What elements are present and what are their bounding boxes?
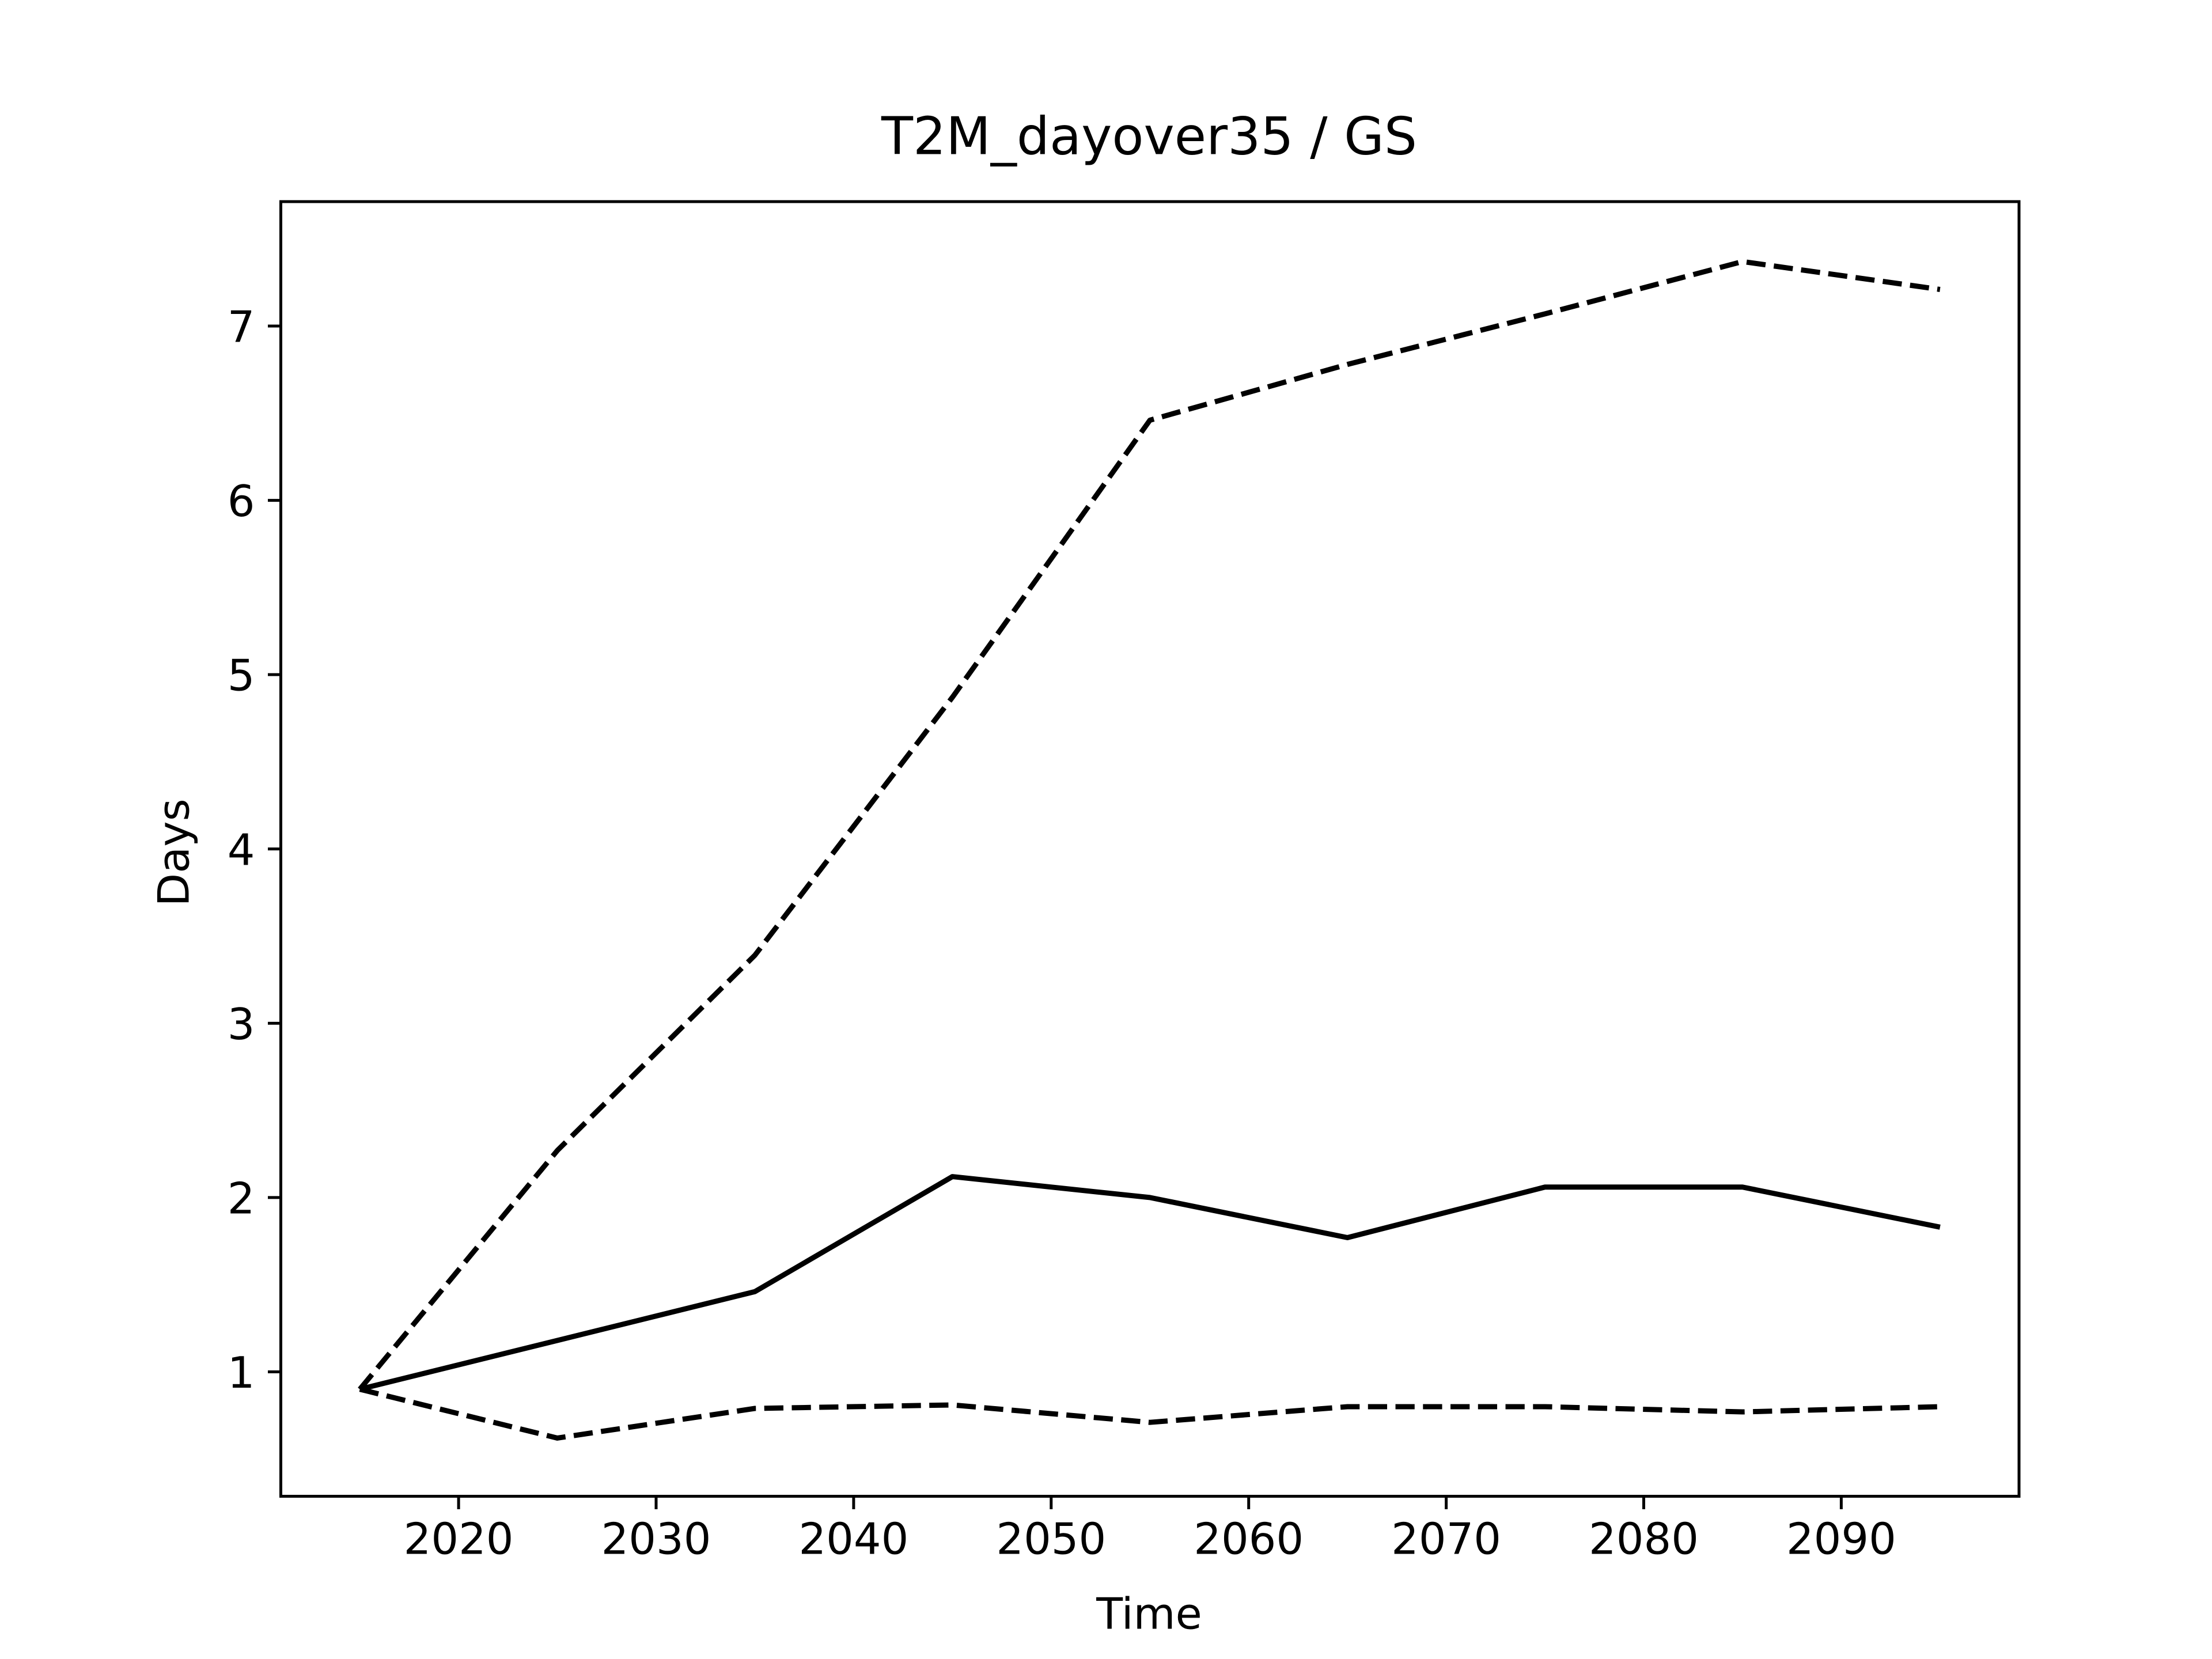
y-tick-label: 7 bbox=[228, 302, 255, 353]
x-axis-label: Time bbox=[1096, 1589, 1202, 1639]
y-axis-label: Days bbox=[149, 798, 199, 906]
x-tick-label: 2060 bbox=[1194, 1514, 1304, 1565]
y-tick-label: 5 bbox=[228, 650, 255, 701]
x-tick-label: 2080 bbox=[1589, 1514, 1699, 1565]
series-line bbox=[358, 259, 1941, 1391]
y-tick-label: 2 bbox=[228, 1173, 255, 1224]
x-tick-label: 2020 bbox=[404, 1514, 514, 1565]
chart-title: T2M_dayover35 / GS bbox=[881, 107, 1417, 167]
x-tick-label: 2050 bbox=[996, 1514, 1106, 1565]
y-tick-label: 3 bbox=[228, 999, 255, 1050]
x-tick-label: 2030 bbox=[601, 1514, 711, 1565]
y-tick-label: 6 bbox=[228, 476, 255, 527]
plot-frame bbox=[279, 200, 2021, 1498]
series-line bbox=[359, 1174, 1941, 1392]
x-tick-label: 2070 bbox=[1391, 1514, 1501, 1565]
y-tick-label: 4 bbox=[228, 824, 255, 875]
x-tick-label: 2040 bbox=[798, 1514, 908, 1565]
y-tick-label: 1 bbox=[228, 1347, 255, 1398]
series-line bbox=[359, 1387, 1940, 1441]
x-tick-label: 2090 bbox=[1786, 1514, 1896, 1565]
